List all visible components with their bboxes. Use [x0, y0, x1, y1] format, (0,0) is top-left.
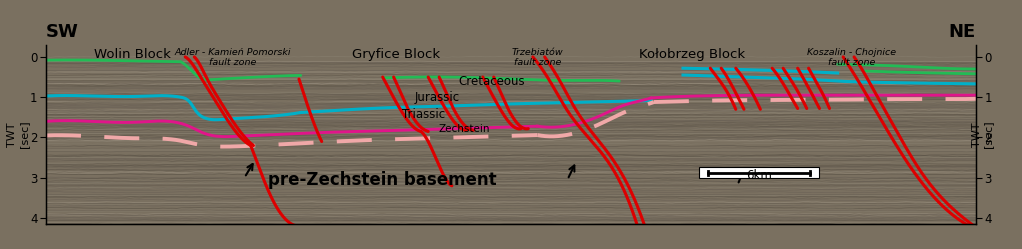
- Text: Koszalin - Chojnice
fault zone: Koszalin - Chojnice fault zone: [806, 48, 896, 67]
- Text: Triassic: Triassic: [402, 108, 446, 121]
- Text: Jurassic: Jurassic: [415, 91, 460, 105]
- Text: Cretaceous: Cretaceous: [459, 75, 525, 88]
- Y-axis label: TWT
[sec]: TWT [sec]: [972, 121, 993, 148]
- Text: Gryfice Block: Gryfice Block: [353, 48, 440, 61]
- Text: Kołobrzeg Block: Kołobrzeg Block: [639, 48, 745, 61]
- Text: SW: SW: [46, 23, 79, 41]
- Text: 6km: 6km: [746, 169, 773, 182]
- Text: Adler - Kamień Pomorski
fault zone: Adler - Kamień Pomorski fault zone: [175, 48, 291, 67]
- Text: Zechstein: Zechstein: [438, 124, 491, 134]
- FancyBboxPatch shape: [699, 167, 820, 178]
- Y-axis label: TWT
[sec]: TWT [sec]: [7, 121, 29, 148]
- Text: Wolin Block: Wolin Block: [94, 48, 171, 61]
- Text: pre-Zechstein basement: pre-Zechstein basement: [269, 171, 497, 189]
- Text: Trzebiatów
fault zone: Trzebiatów fault zone: [512, 48, 563, 67]
- Text: NE: NE: [948, 23, 976, 41]
